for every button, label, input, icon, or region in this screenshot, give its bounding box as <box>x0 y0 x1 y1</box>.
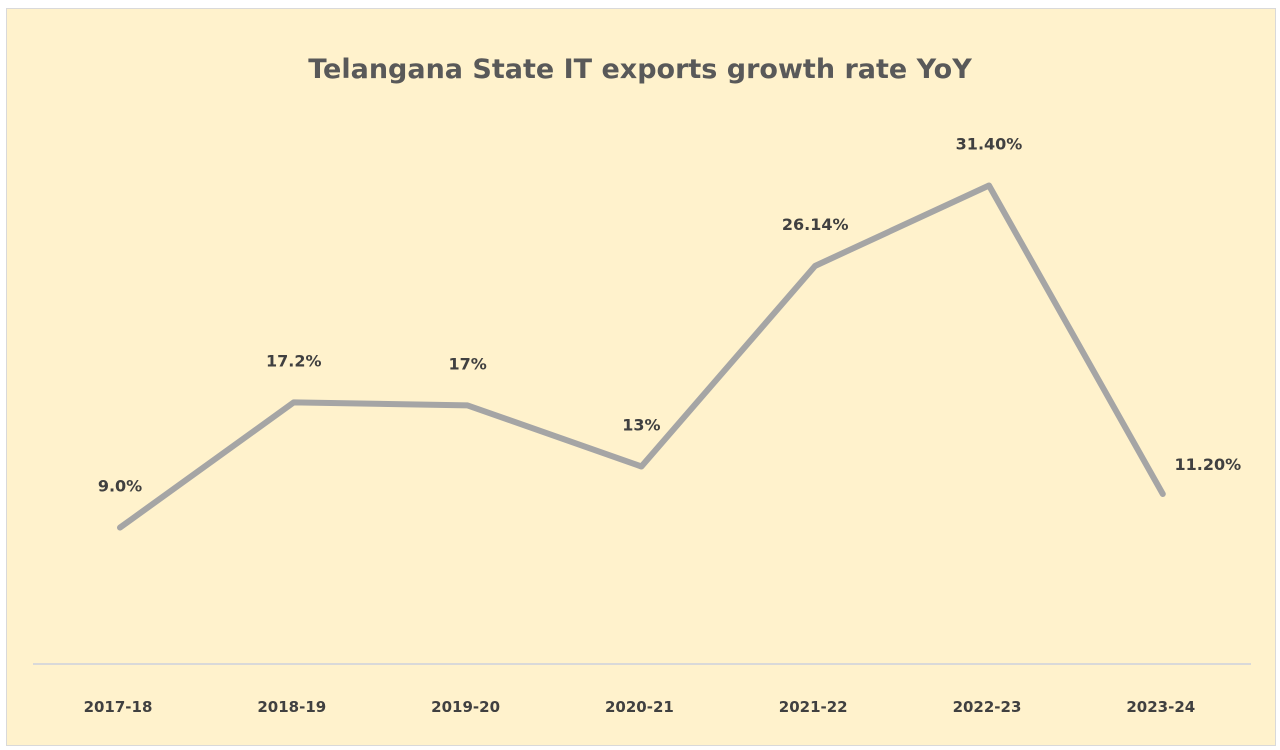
x-tick-label: 2019-20 <box>431 698 500 716</box>
x-tick-label: 2018-19 <box>257 698 326 716</box>
data-label: 13% <box>622 415 660 434</box>
chart-title: Telangana State IT exports growth rate Y… <box>308 54 972 85</box>
x-tick-label: 2020-21 <box>605 698 674 716</box>
data-label: 9.0% <box>98 477 142 496</box>
chart-area <box>6 8 1276 746</box>
x-tick-label: 2022-23 <box>953 698 1022 716</box>
data-label: 17.2% <box>266 351 322 370</box>
data-label: 26.14% <box>782 215 849 234</box>
data-label: 31.40% <box>956 135 1023 154</box>
x-tick-label: 2021-22 <box>779 698 848 716</box>
data-label: 17% <box>448 354 486 373</box>
x-tick-label: 2023-24 <box>1126 698 1195 716</box>
data-label: 11.20% <box>1174 455 1241 474</box>
x-tick-label: 2017-18 <box>84 698 153 716</box>
